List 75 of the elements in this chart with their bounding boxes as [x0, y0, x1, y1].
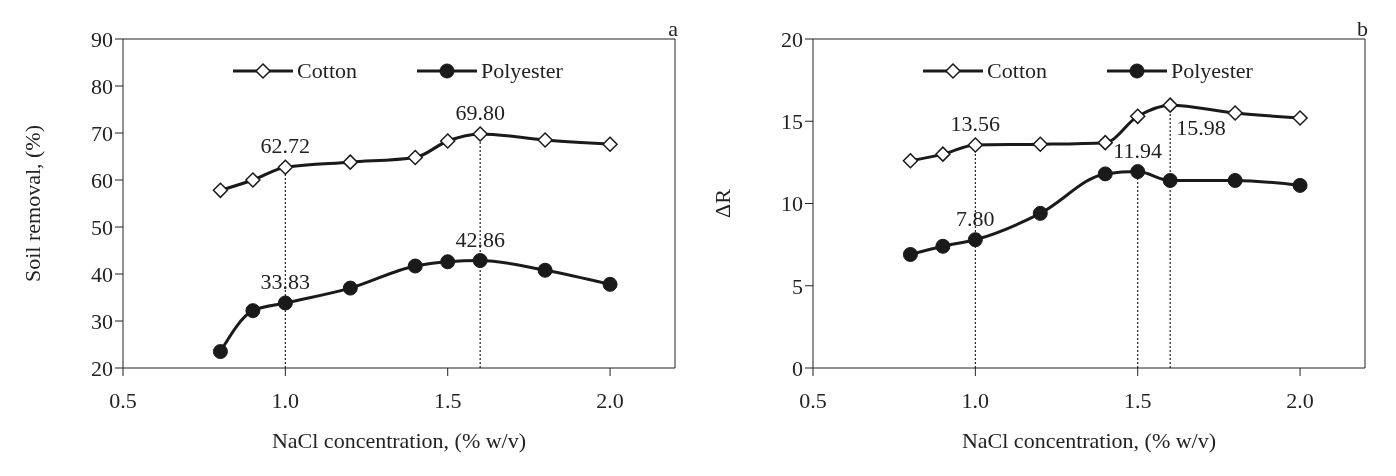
point: [1097, 166, 1113, 182]
legend-label: Polyester: [481, 58, 563, 84]
point: [602, 276, 618, 292]
y-tick-label: 10: [781, 191, 803, 217]
point: [440, 254, 456, 270]
y-tick-label: 5: [792, 273, 803, 299]
x-tick-label: 1.0: [271, 387, 300, 413]
point: [537, 132, 553, 148]
annotation: 11.94: [1113, 137, 1163, 163]
x-tick-label: 1.5: [1123, 387, 1152, 413]
y-tick-label: 15: [781, 109, 803, 135]
y-tick-label: 70: [91, 120, 113, 146]
y-tick-label: 20: [781, 26, 803, 52]
annotation: 15.98: [1176, 114, 1226, 140]
x-axis-title: NaCl concentration, (% w/v): [961, 428, 1217, 453]
point: [1162, 97, 1178, 113]
y-tick-label: 0: [792, 355, 803, 381]
point: [902, 247, 918, 262]
point: [245, 172, 261, 188]
point: [1032, 205, 1048, 221]
point: [407, 258, 423, 274]
chart-title: b: [1357, 16, 1368, 42]
x-axis-title: NaCl concentration, (% w/v): [271, 428, 527, 453]
point: [212, 344, 228, 360]
point: [439, 133, 456, 149]
point: [1227, 172, 1243, 188]
y-tick-label: 50: [91, 214, 113, 240]
legend-label: Cotton: [987, 58, 1047, 84]
x-tick-label: 2.0: [596, 387, 624, 413]
point: [902, 152, 919, 169]
y-axis-title: ΔR: [709, 188, 735, 218]
annotation: 42.86: [455, 226, 505, 252]
point: [1129, 108, 1146, 125]
point: [537, 262, 553, 278]
point: [342, 280, 358, 296]
point: [1227, 105, 1243, 121]
x-tick-label: 2.0: [1286, 387, 1314, 413]
annotation: 62.72: [260, 133, 311, 159]
legend-label: Polyester: [1171, 58, 1253, 84]
point: [1032, 136, 1049, 153]
point: [1130, 164, 1146, 180]
point: [212, 182, 229, 199]
y-axis-title: Soil removal, (%): [19, 124, 45, 283]
annotation: 13.56: [950, 110, 1001, 136]
x-tick-label: 1.5: [433, 387, 462, 413]
point: [935, 146, 951, 162]
point: [342, 154, 359, 170]
point: [277, 295, 293, 311]
point: [602, 136, 618, 153]
x-tick-label: 1.0: [961, 387, 990, 413]
legend-label: Cotton: [297, 58, 357, 84]
point: [935, 238, 951, 254]
y-tick-label: 30: [91, 308, 113, 334]
annotation: 33.83: [260, 269, 311, 294]
y-tick-label: 80: [91, 73, 113, 99]
chart-title: a: [668, 16, 678, 42]
point: [1292, 110, 1308, 126]
point: [277, 159, 294, 175]
y-tick-label: 40: [91, 261, 113, 287]
point: [967, 137, 984, 153]
y-tick-label: 20: [91, 355, 113, 381]
y-tick-label: 60: [91, 167, 113, 193]
annotation: 69.80: [455, 99, 505, 125]
y-tick-label: 90: [91, 26, 113, 52]
point: [472, 126, 488, 142]
annotation: 7.80: [956, 205, 995, 231]
point: [1097, 134, 1113, 151]
point: [967, 232, 983, 248]
x-tick-label: 0.5: [109, 387, 137, 413]
point: [472, 253, 488, 269]
point: [407, 149, 423, 166]
point: [1292, 177, 1308, 193]
point: [1162, 172, 1178, 188]
point: [245, 303, 261, 319]
x-tick-label: 0.5: [799, 387, 827, 413]
